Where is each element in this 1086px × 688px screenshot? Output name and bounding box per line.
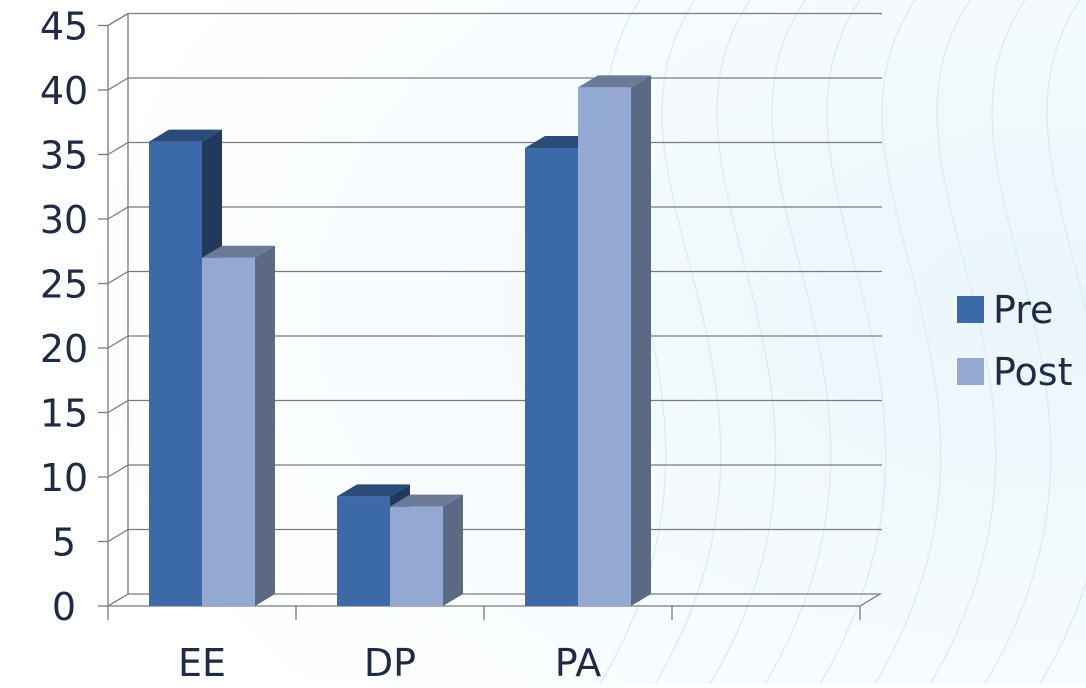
background-swirl-line — [929, 0, 997, 685]
y-tick-label: 25 — [40, 263, 88, 307]
y-tick-label: 40 — [40, 69, 88, 113]
y-tick-label: 45 — [40, 5, 88, 49]
bar-front — [149, 141, 202, 606]
y-tick-label: 0 — [52, 585, 76, 629]
bar-top — [390, 494, 463, 507]
legend: Pre Post — [957, 288, 1073, 394]
y-tick-label: 20 — [40, 327, 88, 371]
x-tick-label: DP — [364, 641, 416, 684]
bar-side — [631, 75, 651, 607]
bar — [578, 75, 651, 607]
bar-front — [202, 257, 255, 606]
background-swirl-line — [764, 0, 832, 685]
y-tick-label: 15 — [40, 392, 88, 436]
bar-top — [578, 75, 651, 88]
y-tick-label: 10 — [40, 456, 88, 500]
y-axis: 0 5 10 15 20 25 30 35 40 45 — [40, 5, 108, 629]
background-swirl-line — [654, 0, 722, 685]
bar-top — [149, 129, 222, 142]
y-tick-label: 30 — [40, 198, 88, 242]
legend-swatch — [957, 296, 984, 323]
background-swirl-line — [709, 0, 777, 685]
x-tick-label: PA — [555, 641, 601, 684]
bar-front — [390, 506, 443, 606]
x-axis: EE DP PA — [107, 606, 861, 685]
y-tick-label: 5 — [52, 521, 76, 565]
legend-label: Pre — [993, 288, 1053, 332]
bar-front — [578, 87, 631, 607]
bar — [149, 129, 222, 606]
bar-front — [525, 148, 578, 607]
bar — [390, 494, 463, 606]
background-swirl-line — [1039, 0, 1086, 685]
y-tick-label: 35 — [40, 134, 88, 178]
legend-swatch — [957, 358, 984, 385]
bars — [149, 75, 651, 607]
bar — [202, 245, 275, 606]
gridline — [107, 12, 882, 27]
background-swirl-line — [874, 0, 942, 685]
bar-top — [337, 484, 410, 497]
bar-side — [255, 245, 275, 606]
background-swirl-line — [819, 0, 887, 685]
x-tick-label: EE — [178, 641, 226, 684]
bar-side — [443, 494, 463, 606]
background-swirl-line — [984, 0, 1052, 685]
bar-front — [337, 496, 390, 606]
bar-top — [202, 245, 275, 258]
legend-label: Post — [993, 350, 1073, 394]
